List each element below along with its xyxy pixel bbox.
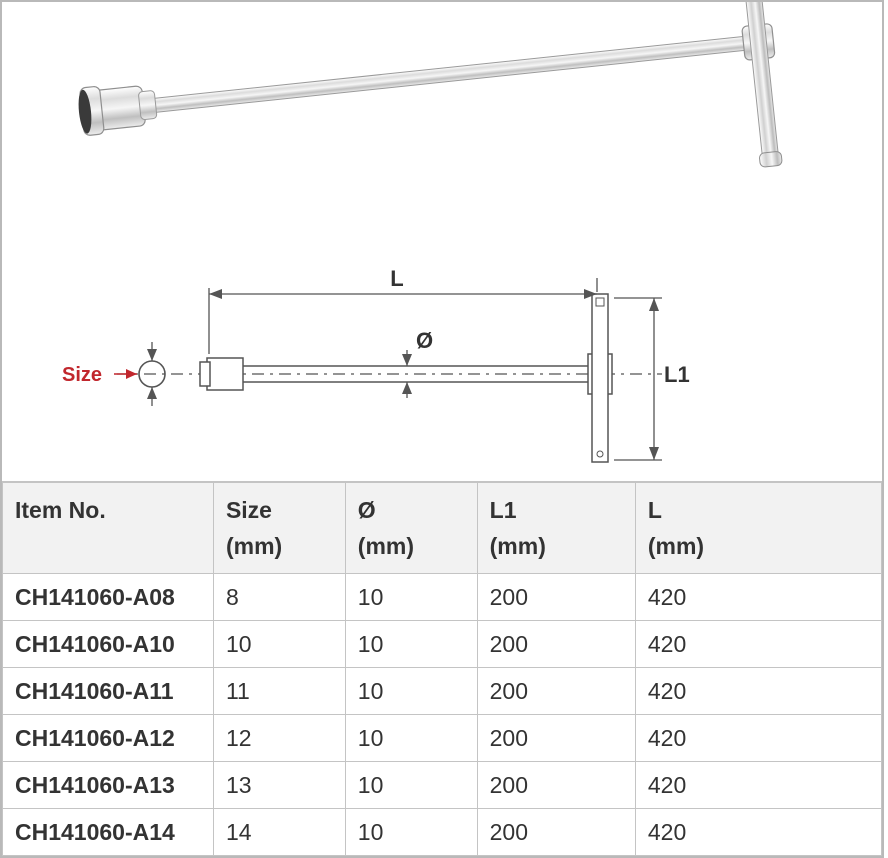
item-no-cell: CH141060-A12 [3,715,214,762]
value-cell: 10 [213,621,345,668]
table-row: CH141060-A131310200420 [3,762,882,809]
value-cell: 200 [477,621,635,668]
dim-L-label: L [390,266,403,291]
product-spec-card: L Ø L1 [0,0,884,858]
value-cell: 420 [635,574,881,621]
column-header: Size(mm) [213,483,345,574]
value-cell: 12 [213,715,345,762]
value-cell: 200 [477,715,635,762]
value-cell: 200 [477,668,635,715]
value-cell: 200 [477,574,635,621]
item-no-cell: CH141060-A08 [3,574,214,621]
value-cell: 420 [635,809,881,856]
value-cell: 200 [477,762,635,809]
item-no-cell: CH141060-A10 [3,621,214,668]
value-cell: 8 [213,574,345,621]
value-cell: 13 [213,762,345,809]
value-cell: 10 [345,621,477,668]
column-header: Item No. [3,483,214,574]
product-svg: L Ø L1 [2,2,882,482]
item-no-cell: CH141060-A13 [3,762,214,809]
value-cell: 10 [345,668,477,715]
item-no-cell: CH141060-A14 [3,809,214,856]
value-cell: 14 [213,809,345,856]
product-illustration-area: L Ø L1 [2,2,882,482]
value-cell: 200 [477,809,635,856]
size-label: Size [62,364,102,387]
value-cell: 10 [345,809,477,856]
value-cell: 420 [635,762,881,809]
value-cell: 420 [635,715,881,762]
table-row: CH141060-A08810200420 [3,574,882,621]
value-cell: 10 [345,762,477,809]
spec-table-body: CH141060-A08810200420CH141060-A101010200… [3,574,882,856]
table-row: CH141060-A141410200420 [3,809,882,856]
value-cell: 420 [635,621,881,668]
column-header: L1(mm) [477,483,635,574]
spec-table: Item No.Size(mm)Ø(mm)L1(mm)L(mm) CH14106… [2,482,882,856]
table-row: CH141060-A121210200420 [3,715,882,762]
value-cell: 11 [213,668,345,715]
dim-L1-label: L1 [664,362,690,387]
column-header: Ø(mm) [345,483,477,574]
spec-table-header: Item No.Size(mm)Ø(mm)L1(mm)L(mm) [3,483,882,574]
value-cell: 10 [345,574,477,621]
dim-diameter-label: Ø [416,328,433,353]
table-row: CH141060-A101010200420 [3,621,882,668]
table-row: CH141060-A111110200420 [3,668,882,715]
item-no-cell: CH141060-A11 [3,668,214,715]
value-cell: 10 [345,715,477,762]
value-cell: 420 [635,668,881,715]
column-header: L(mm) [635,483,881,574]
